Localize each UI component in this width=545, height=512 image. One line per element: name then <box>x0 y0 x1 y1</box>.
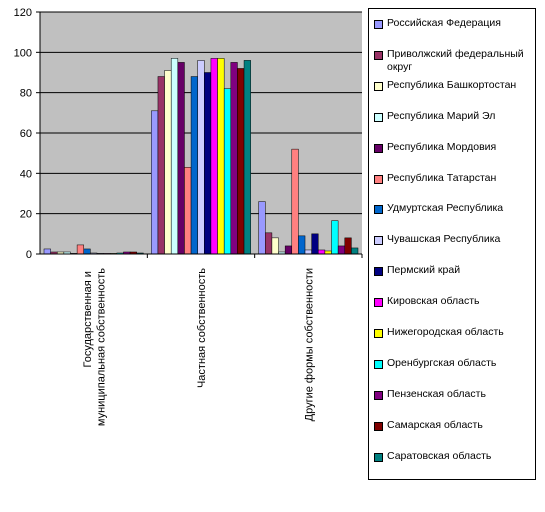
legend-item: Республика Башкортостан <box>374 79 532 92</box>
bar <box>151 110 159 255</box>
x-tick-label: Государственная и муниципальная собствен… <box>82 268 107 426</box>
bar <box>291 148 299 255</box>
legend-label: Республика Марий Эл <box>387 109 496 122</box>
legend: Российская Федерация Приволжский федераль… <box>368 8 536 480</box>
legend-item: Российская Федерация <box>374 17 532 30</box>
legend-label: Самарская область <box>387 418 483 431</box>
y-tick-label: 80 <box>20 88 32 100</box>
legend-item: Удмуртская Республика <box>374 202 532 215</box>
bar <box>304 249 312 255</box>
bar <box>344 237 352 255</box>
legend-label: Удмуртская Республика <box>387 202 504 215</box>
legend-swatch <box>374 421 383 431</box>
bar <box>258 201 266 255</box>
legend-item: Республика Марий Эл <box>374 110 532 123</box>
legend-item: Кировская область <box>374 295 532 308</box>
legend-swatch <box>374 236 383 246</box>
legend-item: Пермский край <box>374 264 532 277</box>
bar <box>318 249 326 255</box>
x-tick-label: Другие формы собственности <box>303 268 315 421</box>
legend-item: Нижегородская область <box>374 326 532 339</box>
legend-swatch <box>374 50 383 60</box>
legend-label: Республика Башкортостан <box>387 78 517 91</box>
legend-swatch <box>374 20 383 29</box>
bar <box>311 233 319 255</box>
bar <box>265 232 273 255</box>
bar <box>331 220 339 255</box>
bar <box>351 247 359 255</box>
bar <box>43 248 51 255</box>
legend-label: Саратовская область <box>387 449 492 462</box>
legend-item: Самарская область <box>374 419 532 432</box>
legend-swatch <box>374 298 383 308</box>
bar <box>217 58 225 255</box>
legend-label: Республика Мордовия <box>387 140 497 153</box>
legend-swatch <box>374 390 383 400</box>
bar <box>157 76 165 255</box>
legend-swatch <box>374 112 383 122</box>
legend-label: Кировская область <box>387 295 480 308</box>
legend-item: Приволжский федеральный округ <box>374 48 532 74</box>
y-tick-label: 0 <box>26 249 32 261</box>
bar <box>237 68 245 255</box>
legend-label: Приволжский федеральный округ <box>387 47 524 73</box>
bar <box>184 167 192 255</box>
bar <box>210 58 218 255</box>
legend-label: Нижегородская область <box>387 326 504 338</box>
bar <box>223 88 232 255</box>
legend-item: Оренбургская область <box>374 357 532 370</box>
bar <box>197 60 205 255</box>
bar <box>170 58 179 255</box>
y-tick-label: 100 <box>14 47 32 59</box>
bar <box>190 76 198 255</box>
legend-item: Пензенская область <box>374 388 532 401</box>
legend-swatch <box>374 143 383 153</box>
bar <box>271 237 279 255</box>
bar <box>164 70 172 255</box>
legend-label: Пермский край <box>387 264 461 277</box>
legend-swatch <box>374 452 383 462</box>
legend-label: Оренбургская область <box>387 356 497 369</box>
bar <box>76 244 84 255</box>
bar <box>298 235 306 255</box>
bar <box>243 60 251 255</box>
legend-label: Пензенская область <box>387 387 486 400</box>
bar <box>230 62 238 255</box>
legend-swatch <box>374 359 383 369</box>
y-tick-label: 60 <box>20 128 32 140</box>
legend-label: Республика Татарстан <box>387 171 497 184</box>
bar <box>204 72 212 255</box>
x-tick-label: Частная собственность <box>196 268 208 388</box>
y-tick-label: 40 <box>20 168 32 180</box>
y-tick-label: 20 <box>20 209 32 221</box>
legend-label: Российская Федерация <box>387 17 501 29</box>
legend-item: Чувашская Республика <box>374 233 532 246</box>
bar <box>337 245 346 255</box>
legend-item: Республика Мордовия <box>374 141 532 154</box>
legend-item: Саратовская область <box>374 450 532 463</box>
bar <box>83 248 91 255</box>
legend-swatch <box>374 329 383 338</box>
legend-swatch <box>374 174 383 184</box>
bar <box>284 245 293 255</box>
bar <box>177 62 185 255</box>
y-tick-label: 120 <box>14 7 32 19</box>
legend-swatch <box>374 81 383 91</box>
legend-label: Чувашская Республика <box>387 233 501 246</box>
legend-swatch <box>374 267 383 277</box>
legend-item: Республика Татарстан <box>374 172 532 185</box>
legend-swatch <box>374 205 383 215</box>
